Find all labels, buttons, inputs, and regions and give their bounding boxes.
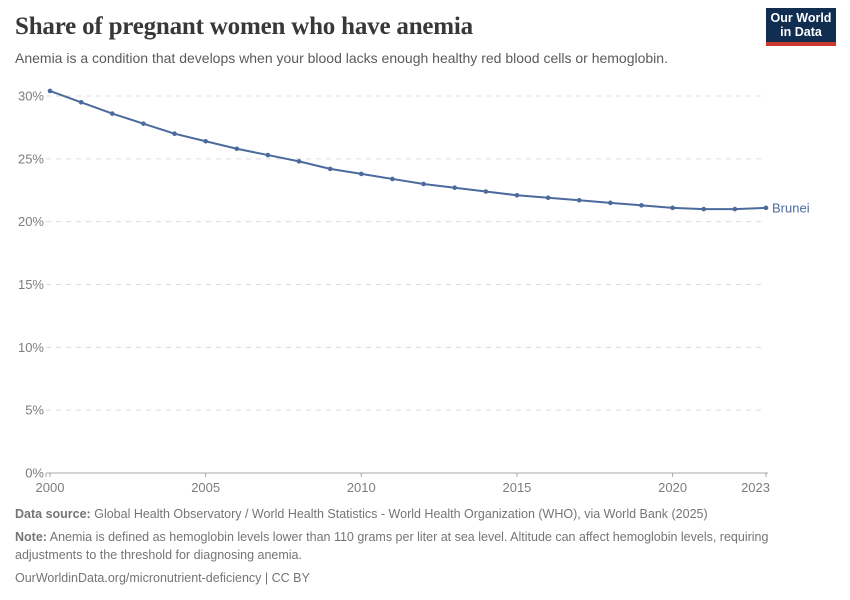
data-point-marker[interactable] xyxy=(732,206,738,212)
note-text: Anemia is defined as hemoglobin levels l… xyxy=(15,530,769,562)
x-tick-label: 2005 xyxy=(191,480,220,495)
owid-logo-line1: Our World xyxy=(770,10,832,25)
data-source-label: Data source: xyxy=(15,507,91,521)
data-point-marker[interactable] xyxy=(327,166,333,172)
data-point-marker[interactable] xyxy=(701,206,707,212)
data-point-marker[interactable] xyxy=(203,138,208,144)
y-tick-label: 20% xyxy=(18,214,44,229)
data-point-marker[interactable] xyxy=(763,205,769,211)
data-point-marker[interactable] xyxy=(608,200,613,206)
data-point-marker[interactable] xyxy=(452,185,457,191)
page-title: Share of pregnant women who have anemia xyxy=(15,13,473,40)
chart-footer: Data source: Global Health Observatory /… xyxy=(15,506,817,587)
x-tick-label: 2023 xyxy=(741,480,770,495)
x-tick-label: 2015 xyxy=(502,480,531,495)
data-point-marker[interactable] xyxy=(296,159,302,164)
data-point-marker[interactable] xyxy=(234,146,240,152)
y-tick-label: 5% xyxy=(25,403,44,418)
data-source-line: Data source: Global Health Observatory /… xyxy=(15,506,817,523)
line-chart[interactable]: 0% 5% 10% 15% 20% 25% 30% 2000 2005 2010 2015 2020 2… xyxy=(0,78,850,508)
note-line: Note: Anemia is defined as hemoglobin le… xyxy=(15,529,817,564)
data-point-marker[interactable] xyxy=(390,176,395,182)
data-point-marker[interactable] xyxy=(141,121,146,126)
data-point-marker[interactable] xyxy=(514,192,520,198)
y-tick-label: 30% xyxy=(18,89,44,104)
data-point-marker[interactable] xyxy=(265,152,271,158)
data-point-marker[interactable] xyxy=(47,88,53,94)
data-point-marker[interactable] xyxy=(421,181,426,187)
series-line[interactable] xyxy=(49,89,767,211)
entity-label[interactable]: Brunei xyxy=(772,200,810,215)
data-point-marker[interactable] xyxy=(172,131,177,136)
data-point-marker[interactable] xyxy=(545,195,551,201)
data-point-marker[interactable] xyxy=(576,198,582,203)
x-tick-label: 2020 xyxy=(658,480,687,495)
y-tick-label: 10% xyxy=(18,340,44,355)
y-tick-label: 25% xyxy=(18,151,44,166)
data-source-text: Global Health Observatory / World Health… xyxy=(94,507,708,521)
owid-logo[interactable]: Our World in Data xyxy=(766,8,836,46)
data-point-marker[interactable] xyxy=(78,99,84,105)
x-tick-label: 2000 xyxy=(36,480,65,495)
x-tick-label: 2010 xyxy=(347,480,376,495)
owid-url-link[interactable]: OurWorldinData.org/micronutrient-deficie… xyxy=(15,570,262,585)
data-point-marker[interactable] xyxy=(109,111,115,116)
data-point-marker[interactable] xyxy=(670,205,675,211)
data-point-marker[interactable] xyxy=(639,203,644,208)
data-point-marker[interactable] xyxy=(483,189,489,194)
cc-by-link[interactable]: CC BY xyxy=(271,570,310,585)
chart-subtitle: Anemia is a condition that develops when… xyxy=(15,50,668,66)
chart-header: Share of pregnant women who have anemia … xyxy=(15,12,755,67)
citation-line: OurWorldinData.org/micronutrient-deficie… xyxy=(15,570,817,587)
y-tick-label: 15% xyxy=(18,277,44,292)
data-point-marker[interactable] xyxy=(359,171,364,177)
owid-logo-line2: in Data xyxy=(780,25,822,39)
citation-separator: | xyxy=(264,570,269,585)
y-tick-label: 0% xyxy=(25,466,44,481)
note-label: Note: xyxy=(15,530,47,545)
